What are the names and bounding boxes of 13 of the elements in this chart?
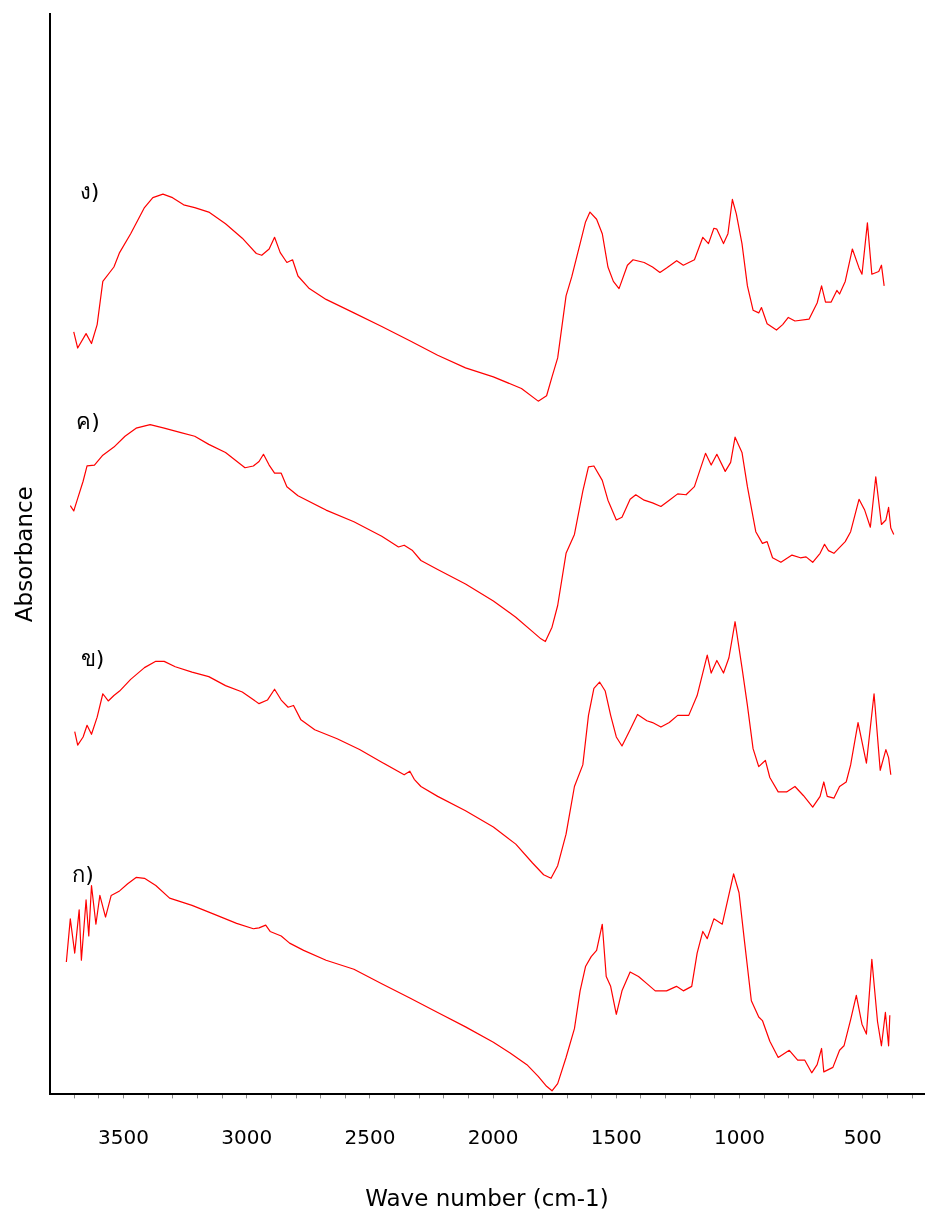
- y-axis-title: Absorbance: [10, 486, 37, 623]
- x-tick-label: 2500: [344, 1124, 396, 1149]
- x-axis-title: Wave number (cm-1): [365, 1185, 609, 1212]
- annotation: ข): [80, 646, 105, 672]
- x-tick-label: 2000: [467, 1124, 519, 1149]
- annotation: ค): [76, 409, 100, 435]
- x-tick-label: 1500: [590, 1124, 642, 1149]
- x-tick-label: 3000: [221, 1124, 273, 1149]
- annotation: ก): [72, 862, 94, 888]
- x-tick-label: 1000: [714, 1124, 765, 1149]
- x-tick-label: 3500: [98, 1124, 149, 1149]
- x-tick-label: 500: [843, 1124, 882, 1149]
- annotation: ง): [79, 178, 100, 204]
